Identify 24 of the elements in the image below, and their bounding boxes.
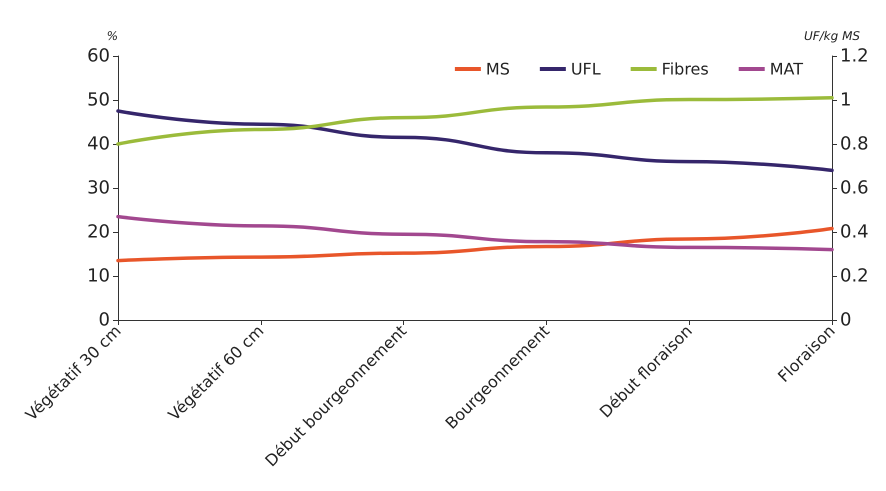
line-series	[116, 214, 834, 252]
y-tick-label: 0	[98, 310, 110, 330]
legend-label: UFL	[570, 60, 601, 78]
y2-tick-label: 1.2	[840, 46, 869, 66]
y-axis-title: %	[106, 29, 118, 43]
line-series	[116, 96, 834, 146]
y-tick-label: 60	[87, 46, 110, 66]
y2-tick-label: 0.4	[840, 222, 869, 242]
y-tick-label: 50	[87, 90, 110, 110]
y-tick-label: 30	[87, 178, 110, 198]
y2-axis-title: UF/kg MS	[804, 29, 860, 43]
y2-tick-label: 0	[840, 310, 852, 330]
y-tick-label: 20	[87, 222, 110, 242]
legend-label: MS	[486, 60, 510, 78]
legend-label: MAT	[770, 60, 804, 78]
legend-label: Fibres	[662, 60, 709, 78]
y2-tick-label: 0.8	[840, 134, 869, 154]
line-series	[116, 226, 834, 262]
y2-tick-label: 0.6	[840, 178, 869, 198]
y-tick-label: 10	[87, 266, 110, 286]
y2-tick-label: 1	[840, 90, 852, 110]
y2-tick-label: 0.2	[840, 266, 869, 286]
line-series	[116, 109, 834, 172]
y-tick-label: 40	[87, 134, 110, 154]
